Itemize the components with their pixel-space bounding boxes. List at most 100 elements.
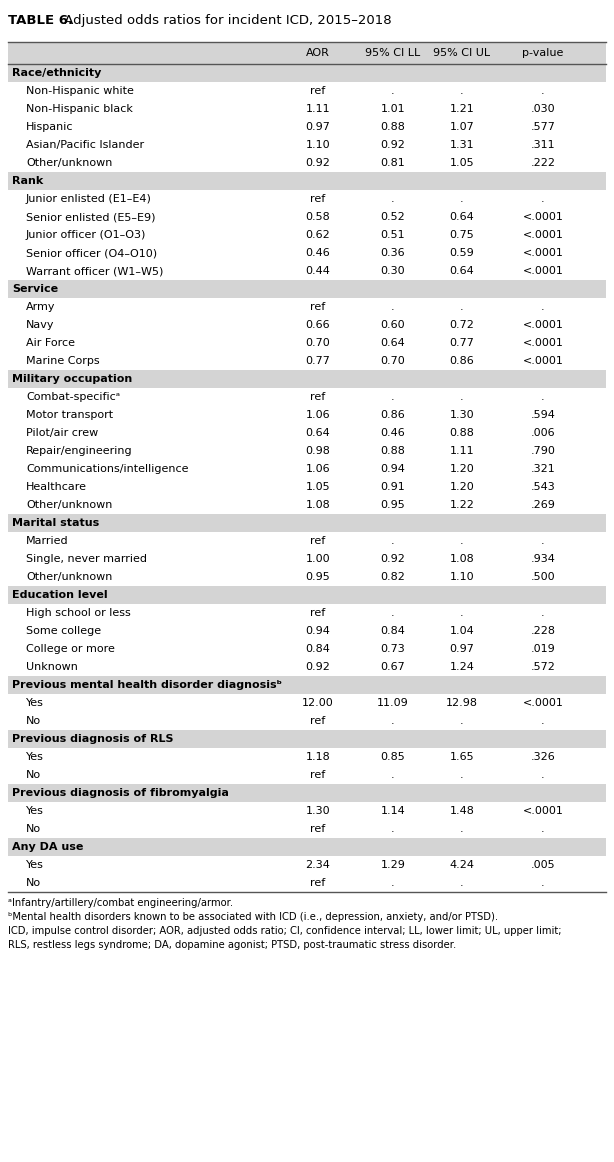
Text: 0.77: 0.77 [306,356,330,366]
Text: .: . [391,392,395,402]
Text: Marital status: Marital status [12,518,99,528]
Text: .: . [541,86,545,96]
Text: Navy: Navy [26,320,55,330]
Text: 1.08: 1.08 [306,500,330,510]
Text: Senior enlisted (E5–E9): Senior enlisted (E5–E9) [26,211,155,222]
Text: 0.82: 0.82 [381,572,405,582]
Bar [8,388,606,406]
Bar [8,42,606,64]
Text: 0.59: 0.59 [449,248,475,258]
Text: Communications/intelligence: Communications/intelligence [26,464,188,474]
Bar [8,155,606,172]
Text: .: . [541,716,545,726]
Text: .: . [541,824,545,834]
Text: Pilot/air crew: Pilot/air crew [26,428,98,438]
Bar [8,316,606,333]
Bar [8,874,606,892]
Text: ᵇMental health disorders known to be associated with ICD (i.e., depression, anxi: ᵇMental health disorders known to be ass… [8,912,498,921]
Text: Previous mental health disorder diagnosisᵇ: Previous mental health disorder diagnosi… [12,680,282,690]
Text: <.0001: <.0001 [523,266,564,277]
Text: 0.84: 0.84 [306,644,330,654]
Text: .572: .572 [530,662,556,672]
Text: Previous diagnosis of fibromyalgia: Previous diagnosis of fibromyalgia [12,788,229,798]
Text: <.0001: <.0001 [523,320,564,330]
Text: ref: ref [310,86,325,96]
Bar [8,136,606,155]
Text: Other/unknown: Other/unknown [26,158,112,168]
Bar [8,676,606,694]
Text: Junior enlisted (E1–E4): Junior enlisted (E1–E4) [26,194,152,205]
Text: 0.46: 0.46 [381,428,405,438]
Bar [8,424,606,442]
Text: .: . [460,536,464,546]
Text: 0.95: 0.95 [381,500,405,510]
Text: 0.70: 0.70 [306,338,330,347]
Text: <.0001: <.0001 [523,248,564,258]
Text: Combat-specificᵃ: Combat-specificᵃ [26,392,120,402]
Text: 0.86: 0.86 [381,410,405,419]
Text: .326: .326 [530,752,556,762]
Bar [8,550,606,568]
Text: ref: ref [310,770,325,780]
Text: 1.07: 1.07 [449,122,475,132]
Text: .: . [391,824,395,834]
Text: .: . [391,302,395,313]
Text: ref: ref [310,716,325,726]
Bar [8,766,606,784]
Text: No: No [26,878,41,888]
Text: .: . [460,716,464,726]
Text: .594: .594 [530,410,556,419]
Text: 0.64: 0.64 [306,428,330,438]
Text: Married: Married [26,536,69,546]
Text: 0.64: 0.64 [449,211,475,222]
Text: .: . [391,770,395,780]
Text: 1.31: 1.31 [449,139,474,150]
Text: Education level: Education level [12,590,107,600]
Bar [8,658,606,676]
Text: Yes: Yes [26,752,44,762]
Text: 11.09: 11.09 [377,698,409,708]
Bar [8,280,606,297]
Text: 0.84: 0.84 [381,626,405,636]
Bar [8,244,606,261]
Bar [8,532,606,550]
Text: 1.14: 1.14 [381,806,405,816]
Text: 1.30: 1.30 [306,806,330,816]
Bar [8,748,606,766]
Text: .: . [460,86,464,96]
Text: .: . [541,302,545,313]
Text: Hispanic: Hispanic [26,122,74,132]
Bar [8,352,606,370]
Text: 1.05: 1.05 [449,158,474,168]
Text: 0.97: 0.97 [306,122,330,132]
Text: .: . [541,608,545,618]
Bar [8,119,606,136]
Bar [8,856,606,874]
Text: ref: ref [310,536,325,546]
Bar [8,784,606,802]
Text: Repair/engineering: Repair/engineering [26,446,133,456]
Text: 0.62: 0.62 [306,230,330,241]
Bar [8,297,606,316]
Text: .: . [460,824,464,834]
Text: .: . [541,392,545,402]
Text: <.0001: <.0001 [523,698,564,708]
Bar [8,333,606,352]
Text: Junior officer (O1–O3): Junior officer (O1–O3) [26,230,146,241]
Bar [8,100,606,119]
Text: 0.98: 0.98 [306,446,330,456]
Text: p-value: p-value [523,48,564,58]
Text: ref: ref [310,302,325,313]
Bar [8,604,606,622]
Text: <.0001: <.0001 [523,338,564,347]
Bar [8,640,606,658]
Text: Adjusted odds ratios for incident ICD, 2015–2018: Adjusted odds ratios for incident ICD, 2… [60,14,392,27]
Text: Other/unknown: Other/unknown [26,572,112,582]
Bar [8,208,606,225]
Text: 0.58: 0.58 [306,211,330,222]
Text: 1.65: 1.65 [449,752,474,762]
Text: 1.06: 1.06 [306,464,330,474]
Bar [8,694,606,712]
Bar [8,838,606,856]
Text: 0.64: 0.64 [449,266,475,277]
